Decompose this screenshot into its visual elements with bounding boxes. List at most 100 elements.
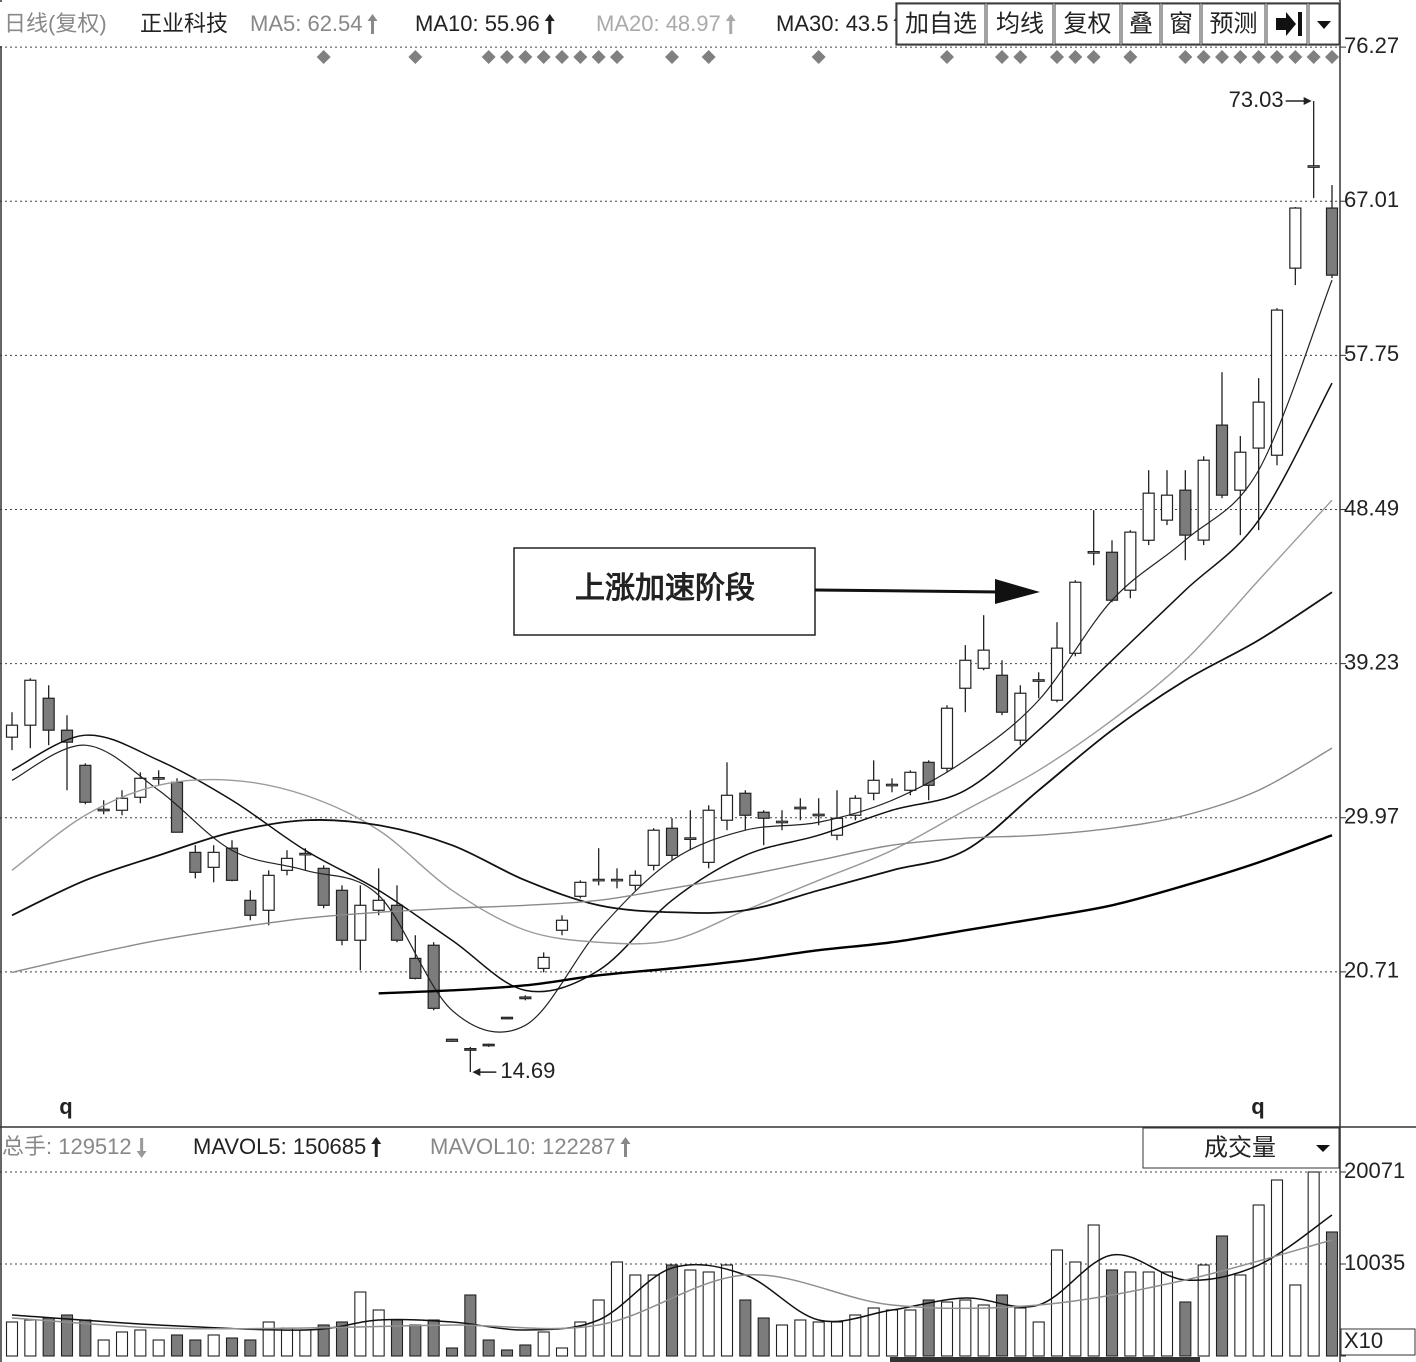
signal-marker	[500, 50, 514, 64]
candle-body	[482, 1043, 495, 1047]
candle-body	[24, 679, 37, 726]
candle-body	[537, 956, 550, 969]
candle-body	[1179, 489, 1192, 536]
volume-bar	[1289, 1284, 1302, 1357]
candle-body	[647, 829, 660, 866]
volume-bar	[5, 1321, 19, 1357]
callout-text: 上涨加速阶段	[575, 571, 755, 605]
toolbar-button[interactable]	[896, 3, 986, 45]
volume-bar	[1270, 1179, 1284, 1357]
candle-body	[244, 899, 257, 916]
scrollbar[interactable]	[890, 1357, 1200, 1362]
volume-bar	[995, 1294, 1009, 1357]
candle-body	[1197, 459, 1210, 541]
candle-body	[519, 996, 532, 1000]
candle-body	[995, 674, 1009, 713]
stock-name: 正业科技	[140, 11, 228, 36]
volume-bar	[1032, 1321, 1045, 1357]
signal-marker	[610, 50, 624, 64]
toolbar-button-label[interactable]: 叠	[1129, 10, 1153, 37]
high-label: 73.03	[1229, 87, 1284, 112]
toolbar-button[interactable]	[1161, 3, 1201, 45]
dropdown-icon[interactable]	[1317, 21, 1331, 29]
trend-arrow	[367, 14, 378, 34]
line-layer	[11, 279, 1333, 1331]
volume-bar	[482, 1339, 495, 1357]
candle-body	[427, 944, 440, 1009]
candle-body	[1215, 424, 1229, 496]
candle-body	[390, 904, 404, 941]
signal-marker	[1215, 50, 1229, 64]
unit-box	[1340, 1328, 1416, 1356]
volume-bar	[60, 1314, 74, 1357]
volume-bar	[79, 1319, 92, 1357]
volume-bar	[830, 1321, 844, 1357]
volume-bar	[665, 1264, 679, 1357]
volume-bar	[244, 1339, 257, 1357]
volume-bar	[812, 1321, 825, 1357]
legend-label: MA20: 48.97	[596, 11, 721, 36]
ma-line	[11, 591, 1333, 917]
candle-body	[152, 777, 165, 780]
volume-bar	[317, 1324, 330, 1357]
ma-line	[11, 279, 1333, 1033]
signal-marker	[591, 50, 606, 64]
ma-line	[11, 1214, 1333, 1331]
candle-body	[445, 1038, 459, 1042]
grid-layer	[0, 46, 1346, 1357]
candle-body	[1325, 207, 1339, 276]
ma-line	[11, 499, 1333, 945]
volume-bar	[372, 1309, 385, 1357]
volume-bar	[1105, 1269, 1119, 1357]
volume-bar	[794, 1319, 807, 1357]
candle-body	[464, 1048, 477, 1051]
candle-body	[500, 1016, 514, 1020]
candle-body	[830, 817, 844, 836]
trend-arrow	[136, 1138, 147, 1158]
toolbar-button-label[interactable]: 预测	[1210, 10, 1258, 37]
indicator-select[interactable]	[1142, 1127, 1340, 1169]
toolbar-button[interactable]	[1201, 3, 1266, 45]
volume-bar	[1215, 1235, 1229, 1357]
candle-body	[409, 957, 422, 979]
period-marker: q	[59, 1094, 72, 1119]
toolbar-button[interactable]	[1054, 3, 1121, 45]
indicator-label[interactable]: 成交量	[1204, 1134, 1276, 1161]
candle-body	[702, 809, 715, 863]
candle-body	[757, 811, 770, 819]
candle-body	[794, 806, 807, 810]
signal-marker	[1050, 50, 1064, 64]
volume-bar	[757, 1317, 770, 1357]
volume-bar	[299, 1329, 312, 1357]
candle-body	[739, 792, 752, 816]
toolbar-button-label[interactable]: 窗	[1169, 10, 1193, 37]
candle-body	[775, 820, 789, 824]
y-tick-label: 67.01	[1344, 187, 1399, 212]
toolbar-icon[interactable]	[1276, 12, 1302, 36]
toolbar-button-label[interactable]: 加自选	[905, 10, 977, 37]
signal-marker	[811, 50, 826, 64]
candle-body	[867, 779, 880, 794]
candle-body	[189, 851, 202, 873]
toolbar-button-label[interactable]: 均线	[996, 10, 1044, 37]
volume-bar	[684, 1269, 697, 1357]
volume-bar	[574, 1321, 587, 1357]
volume-bar	[922, 1299, 935, 1357]
volume-bar	[849, 1314, 862, 1357]
volume-bar	[97, 1339, 110, 1357]
volume-bar	[977, 1304, 990, 1357]
candle-body	[1124, 531, 1137, 591]
dropdown-icon[interactable]	[1316, 1145, 1330, 1152]
toolbar-button[interactable]	[1121, 3, 1161, 45]
toolbar-button[interactable]	[986, 3, 1054, 45]
y-tick-label: X10	[1344, 1328, 1383, 1353]
candle-body	[1014, 692, 1027, 741]
callout-arrow-head	[995, 579, 1040, 604]
volume-bar	[1014, 1307, 1027, 1357]
signal-marker	[1306, 50, 1321, 64]
ma-line	[378, 834, 1333, 995]
candle-body	[1289, 207, 1302, 269]
signal-marker	[573, 50, 588, 64]
signal-marker	[1233, 50, 1248, 64]
toolbar-button-label[interactable]: 复权	[1064, 10, 1112, 37]
